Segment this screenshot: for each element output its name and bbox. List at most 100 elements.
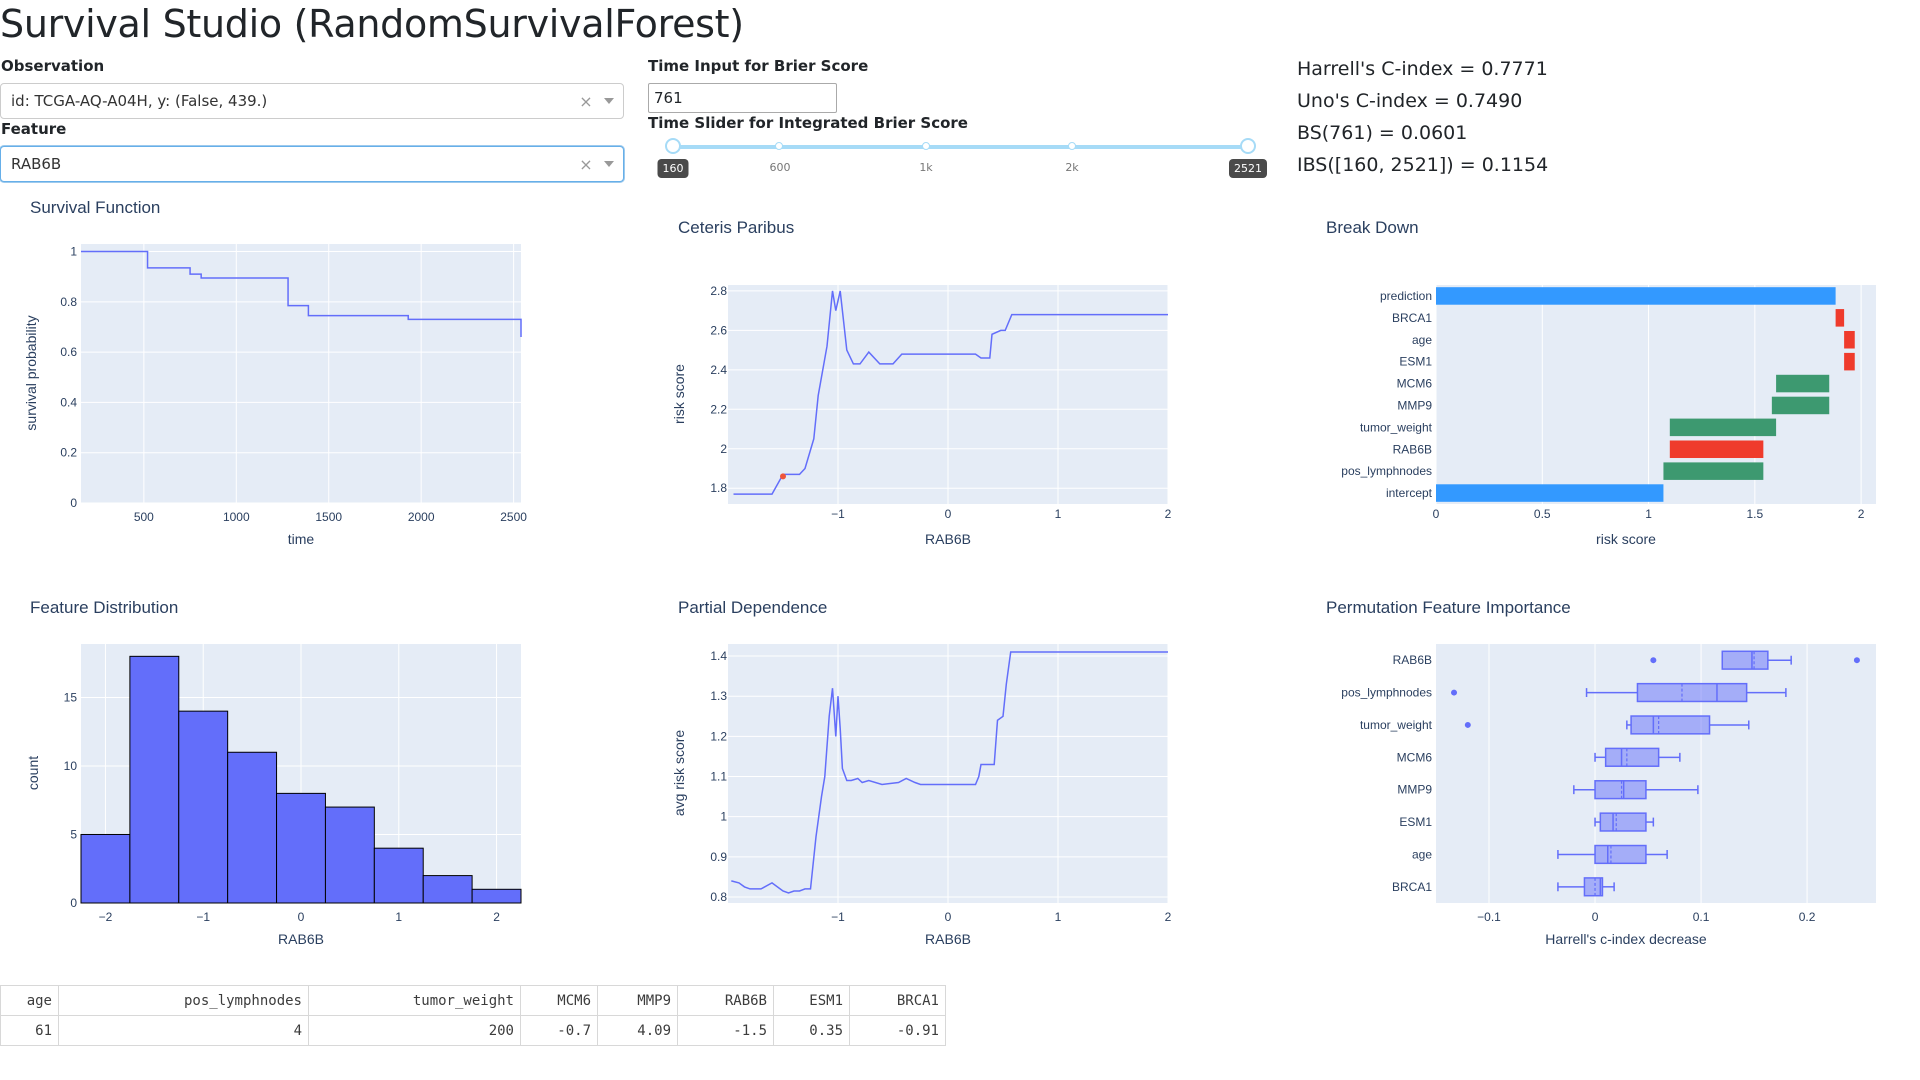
- category-label: BRCA1: [1392, 880, 1432, 894]
- box-body: [1630, 715, 1711, 735]
- y-tick-label: 2.4: [710, 363, 727, 377]
- y-tick-label: 2.8: [710, 284, 727, 298]
- chevron-down-icon[interactable]: [595, 98, 623, 104]
- category-label: age: [1412, 333, 1432, 347]
- ibs-range-slider[interactable]: 600 1k 2k 160 2521: [657, 135, 1267, 185]
- plot-title: Permutation Feature Importance: [1326, 598, 1571, 617]
- table-cell: 0.35: [773, 1015, 850, 1046]
- break-down-bar: [1436, 484, 1664, 502]
- slider-handle-min[interactable]: [665, 138, 681, 154]
- slider-track[interactable]: [673, 145, 1248, 149]
- x-axis-title: RAB6B: [278, 931, 324, 947]
- feature-clear-icon[interactable]: ×: [579, 154, 593, 174]
- table-header-cell: MCM6: [520, 985, 598, 1016]
- slider-mark-label: 600: [769, 161, 791, 174]
- break-down-bar: [1663, 462, 1764, 480]
- y-axis-title: count: [25, 756, 41, 790]
- y-tick-label: 1: [720, 810, 727, 824]
- table-cell: -0.7: [520, 1015, 598, 1046]
- x-tick-label: 0.1: [1693, 910, 1710, 924]
- box-body: [1583, 877, 1604, 897]
- category-label: MCM6: [1397, 377, 1433, 391]
- y-tick-label: 0: [70, 496, 77, 510]
- box-body: [1721, 650, 1769, 670]
- x-tick-label: 2: [1858, 507, 1865, 521]
- table-header-cell: pos_lymphnodes: [58, 985, 309, 1016]
- table-header-cell: tumor_weight: [308, 985, 521, 1016]
- break-down-bar: [1436, 287, 1836, 305]
- plot-area[interactable]: [81, 244, 521, 503]
- x-tick-label: 1500: [315, 510, 342, 524]
- x-tick-label: 2000: [408, 510, 435, 524]
- slider-mark-label: 2k: [1065, 161, 1079, 174]
- table-header-cell: age: [0, 985, 59, 1016]
- y-tick-label: 1.1: [710, 770, 727, 784]
- feature-distribution-plot[interactable]: Feature Distribution −2 −1 0 1 2 0 5 10 15 RAB6B…: [0, 590, 600, 960]
- x-tick-label: 0: [298, 910, 305, 924]
- brier-time-label: Time Input for Brier Score: [648, 57, 869, 75]
- histogram-bar: [227, 751, 278, 904]
- x-tick-label: 0.2: [1799, 910, 1816, 924]
- table-header-cell: MMP9: [597, 985, 678, 1016]
- x-tick-label: 2: [1165, 910, 1172, 924]
- x-tick-label: −1: [831, 910, 845, 924]
- category-label: tumor_weight: [1360, 718, 1433, 732]
- x-tick-label: 1000: [223, 510, 250, 524]
- observation-dropdown[interactable]: id: TCGA-AQ-A04H, y: (False, 439.) ×: [0, 83, 624, 119]
- x-tick-label: 0: [1592, 910, 1599, 924]
- uno-c-index: Uno's C-index = 0.7490: [1297, 90, 1523, 112]
- plot-area[interactable]: [1436, 285, 1876, 504]
- feature-dropdown[interactable]: RAB6B ×: [0, 146, 624, 182]
- plot-area[interactable]: [1436, 644, 1876, 903]
- histogram-bar: [276, 792, 326, 904]
- y-tick-label: 0.9: [710, 850, 727, 864]
- ibs-slider-label: Time Slider for Integrated Brier Score: [648, 114, 968, 132]
- histogram-bar: [373, 847, 424, 904]
- break-down-bar: [1844, 352, 1855, 371]
- outlier-point: [1451, 689, 1458, 696]
- box-body: [1636, 682, 1748, 703]
- x-tick-label: 2: [1165, 507, 1172, 521]
- slider-mark-dot: [1068, 142, 1076, 150]
- break-down-bar: [1771, 396, 1830, 415]
- category-label: age: [1412, 847, 1432, 861]
- feature-label: Feature: [1, 120, 67, 138]
- y-tick-label: 1: [70, 245, 77, 259]
- x-tick-label: 2: [493, 910, 500, 924]
- outlier-point: [1650, 657, 1657, 664]
- break-down-plot[interactable]: Break Down intercept pos_lymphnodes RAB6B t…: [1296, 210, 1920, 560]
- observation-label: Observation: [1, 57, 105, 75]
- category-label: BRCA1: [1392, 311, 1432, 325]
- histogram-bar: [80, 833, 131, 904]
- x-tick-label: 1: [1645, 507, 1652, 521]
- observation-value: id: TCGA-AQ-A04H, y: (False, 439.): [11, 92, 268, 110]
- y-tick-label: 0.6: [60, 345, 77, 359]
- y-tick-label: 0.8: [60, 295, 77, 309]
- harrell-c-index: Harrell's C-index = 0.7771: [1297, 58, 1548, 80]
- y-tick-label: 10: [64, 759, 78, 773]
- table-cell: -1.5: [677, 1015, 774, 1046]
- x-axis-title: RAB6B: [925, 931, 971, 947]
- observation-clear-icon[interactable]: ×: [579, 91, 593, 111]
- plot-title: Survival Function: [30, 198, 160, 217]
- x-tick-label: 1: [1055, 910, 1062, 924]
- ceteris-paribus-plot[interactable]: Ceteris Paribus −1 0 1 2 1.8 2 2.2 2.4 2.6 2.8 RA…: [648, 210, 1288, 560]
- y-tick-label: 0.2: [60, 446, 77, 460]
- x-tick-label: 0: [945, 507, 952, 521]
- histogram-bar: [324, 806, 375, 904]
- y-axis-title: risk score: [671, 364, 687, 424]
- survival-function-plot[interactable]: Survival Function 500 1000 1500 2000 2500 0 0.…: [0, 190, 600, 560]
- chevron-down-icon[interactable]: [595, 161, 623, 167]
- y-tick-label: 0.4: [60, 395, 77, 409]
- partial-dependence-plot[interactable]: Partial Dependence −1 0 1 2 0.8 0.9 1 1.1 1.2 1.3…: [648, 590, 1288, 960]
- slider-handle-max[interactable]: [1240, 138, 1256, 154]
- slider-min-tooltip: 160: [657, 159, 689, 178]
- x-tick-label: −1: [831, 507, 845, 521]
- box-body: [1599, 812, 1647, 832]
- permutation-importance-plot[interactable]: Permutation Feature Importance RAB6B pos_…: [1296, 590, 1920, 960]
- histogram-bar: [471, 888, 522, 904]
- break-down-bar: [1669, 440, 1764, 459]
- brier-time-input[interactable]: [648, 83, 837, 113]
- histogram-bar: [178, 710, 229, 904]
- box-body: [1594, 780, 1647, 800]
